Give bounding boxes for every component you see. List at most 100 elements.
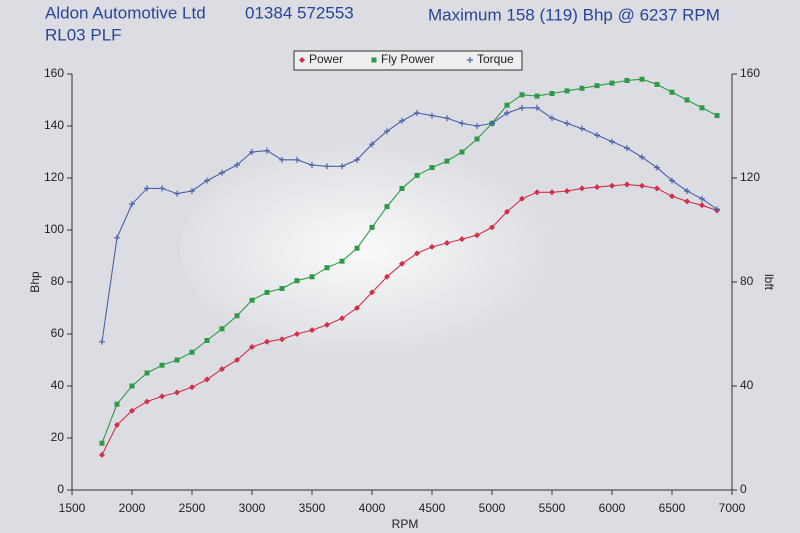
point [669, 89, 675, 95]
point [129, 407, 135, 414]
point [714, 206, 720, 213]
y2-axis-label: lbft [762, 274, 776, 291]
x-tick-label: 3000 [239, 501, 266, 515]
point [294, 331, 300, 337]
point [624, 145, 630, 152]
point [384, 204, 390, 210]
point [279, 156, 285, 163]
point [429, 243, 435, 250]
y-tick-label: 160 [44, 66, 64, 80]
x-tick-label: 4500 [419, 501, 446, 515]
point [459, 120, 465, 127]
point [489, 224, 495, 231]
x-tick-label: 5000 [479, 501, 506, 515]
point [264, 289, 270, 295]
point [339, 163, 345, 170]
point [519, 92, 525, 98]
point [684, 198, 690, 205]
legend-marker [371, 57, 377, 63]
point [534, 189, 540, 196]
point [249, 297, 255, 303]
point [144, 398, 150, 405]
y-tick-label: 60 [51, 326, 65, 340]
point [234, 162, 240, 168]
point [159, 185, 165, 192]
y2-tick-label: 40 [740, 378, 754, 392]
legend-marker [467, 57, 473, 63]
point [159, 362, 165, 368]
y2-tick-label: 0 [740, 482, 747, 496]
point [354, 245, 360, 251]
point [534, 93, 540, 99]
point [144, 370, 150, 376]
y-tick-label: 40 [51, 378, 65, 392]
point [414, 110, 420, 116]
point [219, 326, 225, 332]
point [684, 97, 690, 103]
point [99, 338, 105, 345]
legend-label: Power [309, 52, 343, 66]
point [609, 182, 615, 189]
x-tick-label: 3500 [299, 501, 326, 515]
y-axis-label: Bhp [28, 271, 42, 293]
point [294, 156, 300, 163]
point [414, 250, 420, 257]
point [609, 138, 615, 145]
point [459, 236, 465, 243]
y-tick-label: 100 [44, 222, 64, 236]
point [114, 234, 120, 241]
point [399, 117, 405, 124]
registration: RL03 PLF [45, 25, 122, 44]
point [114, 401, 120, 407]
point [309, 162, 315, 168]
point [564, 88, 570, 94]
point [639, 182, 645, 189]
y2-tick-label: 120 [740, 170, 760, 184]
point [99, 440, 105, 446]
x-tick-label: 6500 [659, 501, 686, 515]
legend-label: Torque [477, 52, 514, 66]
point [384, 128, 390, 135]
point [114, 422, 120, 428]
glare [180, 140, 580, 360]
y-tick-label: 20 [51, 430, 65, 444]
point [369, 141, 375, 148]
legend-box [293, 50, 523, 71]
point [354, 156, 360, 163]
point [654, 81, 660, 87]
point [474, 232, 480, 239]
point [399, 185, 405, 191]
legend-label: Fly Power [381, 52, 434, 66]
point [534, 104, 540, 111]
y-tick-label: 0 [57, 482, 64, 496]
point [249, 344, 255, 350]
point [369, 289, 375, 296]
x-tick-label: 5500 [539, 501, 566, 515]
y-tick-label: 140 [44, 118, 64, 132]
point [429, 165, 435, 171]
point [594, 184, 600, 191]
point [339, 258, 345, 264]
point [414, 172, 420, 178]
company: Aldon Automotive Ltd [45, 3, 206, 22]
point [519, 195, 525, 202]
point [444, 158, 450, 164]
point [714, 113, 720, 119]
point [309, 274, 315, 280]
point [639, 76, 645, 82]
x-tick-label: 1500 [59, 501, 86, 515]
x-tick-label: 2500 [179, 501, 206, 515]
point [579, 125, 585, 132]
point [504, 208, 510, 215]
point [249, 149, 255, 155]
point [549, 115, 555, 122]
point [519, 104, 525, 111]
point [204, 338, 210, 343]
point [309, 327, 315, 334]
point [594, 83, 600, 89]
point [624, 78, 630, 83]
point [324, 265, 330, 271]
y-tick-label: 80 [51, 274, 65, 288]
point [324, 163, 330, 170]
